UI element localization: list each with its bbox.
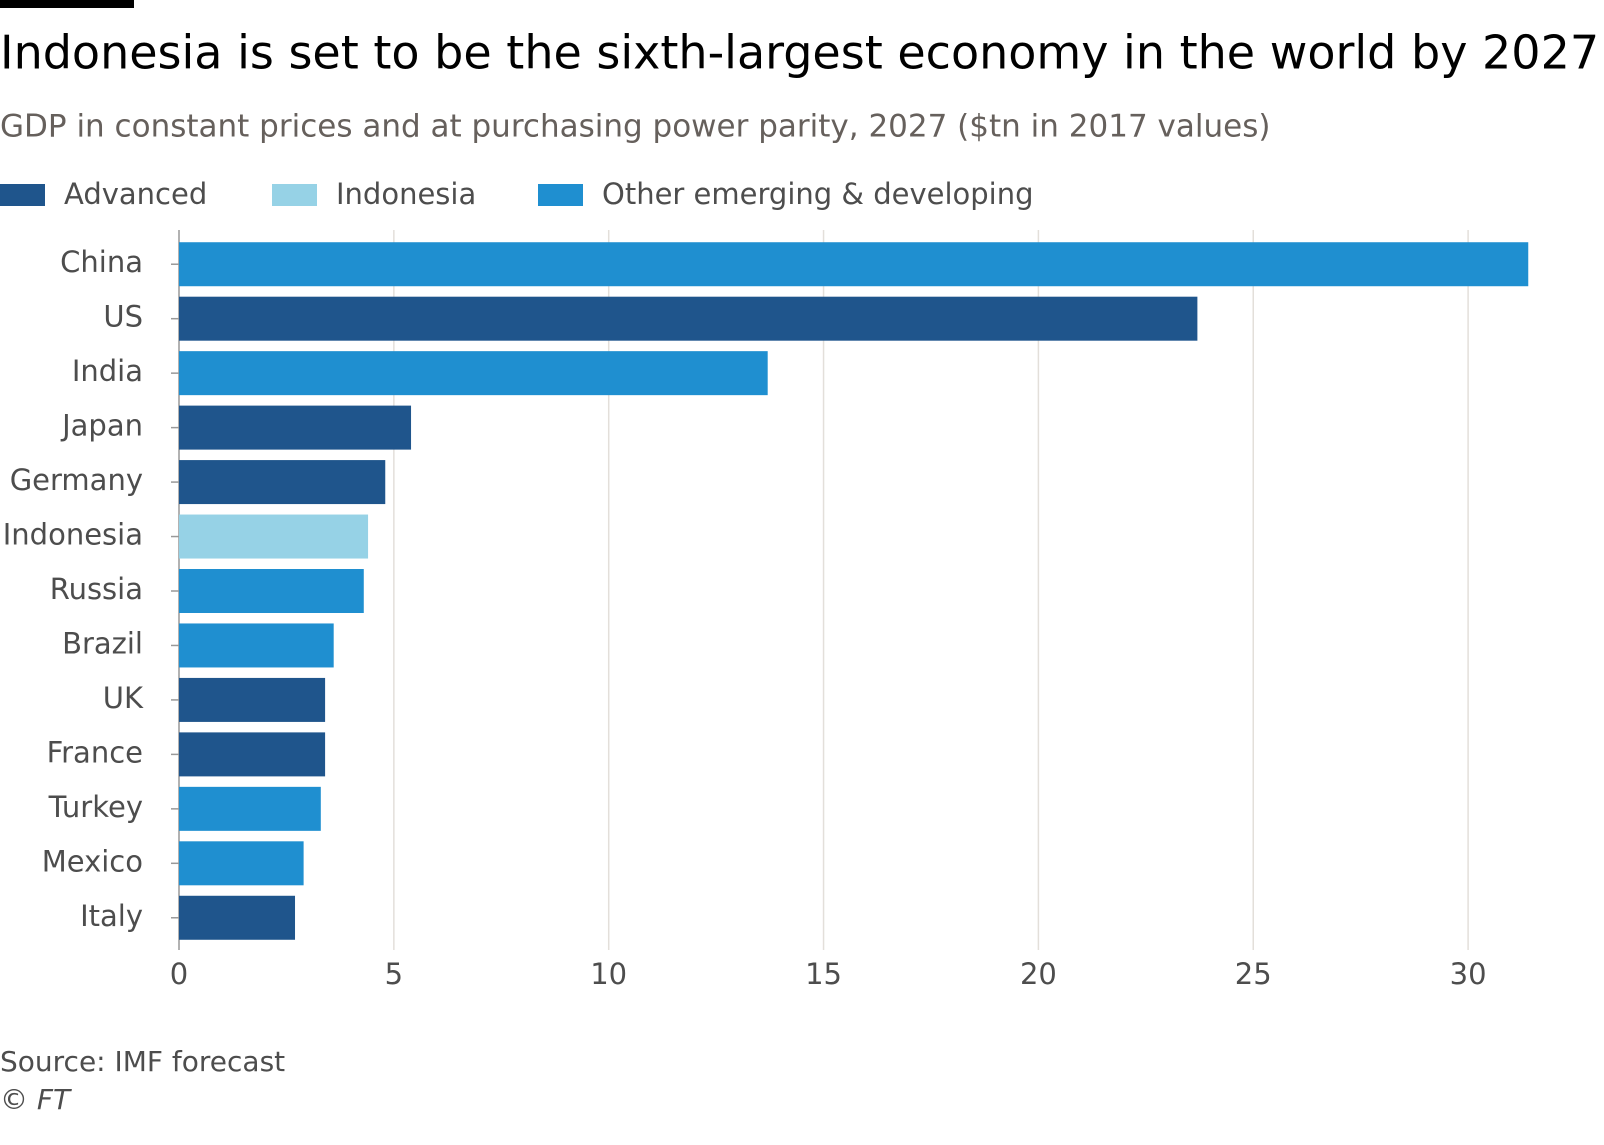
- y-tick-label: Turkey: [48, 790, 143, 824]
- y-tick-label: India: [72, 354, 143, 388]
- chart-title: Indonesia is set to be the sixth-largest…: [0, 26, 1599, 80]
- y-tick-label: France: [47, 735, 143, 769]
- copyright: © FT: [0, 1083, 72, 1116]
- bar: [179, 514, 369, 559]
- legend-label: Other emerging & developing: [602, 177, 1034, 211]
- bar: [179, 242, 1529, 287]
- x-tick-label: 0: [170, 957, 188, 991]
- source: Source: IMF forecast: [0, 1045, 285, 1078]
- x-tick-label: 25: [1235, 957, 1272, 991]
- chart-subtitle: GDP in constant prices and at purchasing…: [0, 109, 1270, 145]
- legend-swatch: [272, 184, 317, 206]
- bar: [179, 623, 334, 668]
- bar: [179, 405, 412, 450]
- y-tick-label: Italy: [80, 899, 143, 933]
- x-tick-label: 30: [1450, 957, 1487, 991]
- y-tick-label: Mexico: [42, 844, 143, 878]
- y-tick-label: Russia: [50, 572, 143, 606]
- x-tick-label: 20: [1020, 957, 1057, 991]
- x-tick-label: 15: [805, 957, 842, 991]
- y-tick-label: Germany: [10, 463, 143, 497]
- bar: [179, 895, 296, 940]
- brand-bar: [0, 0, 134, 8]
- bar: [179, 296, 1198, 341]
- bar: [179, 841, 304, 886]
- legend-swatch: [0, 184, 45, 206]
- legend-swatch: [538, 184, 583, 206]
- bar: [179, 351, 768, 396]
- bar: [179, 460, 386, 505]
- y-tick-label: UK: [103, 681, 144, 715]
- x-tick-label: 5: [385, 957, 403, 991]
- bar: [179, 677, 326, 722]
- bar: [179, 569, 364, 613]
- legend-label: Advanced: [64, 177, 207, 211]
- bar: [179, 786, 321, 831]
- y-tick-label: US: [103, 300, 143, 334]
- x-tick-label: 10: [590, 957, 627, 991]
- y-tick-label: Brazil: [62, 626, 143, 660]
- y-tick-label: Japan: [60, 409, 143, 443]
- y-tick-label: Indonesia: [3, 518, 143, 552]
- bar: [179, 732, 326, 777]
- legend-label: Indonesia: [336, 177, 476, 211]
- y-tick-label: China: [60, 245, 143, 279]
